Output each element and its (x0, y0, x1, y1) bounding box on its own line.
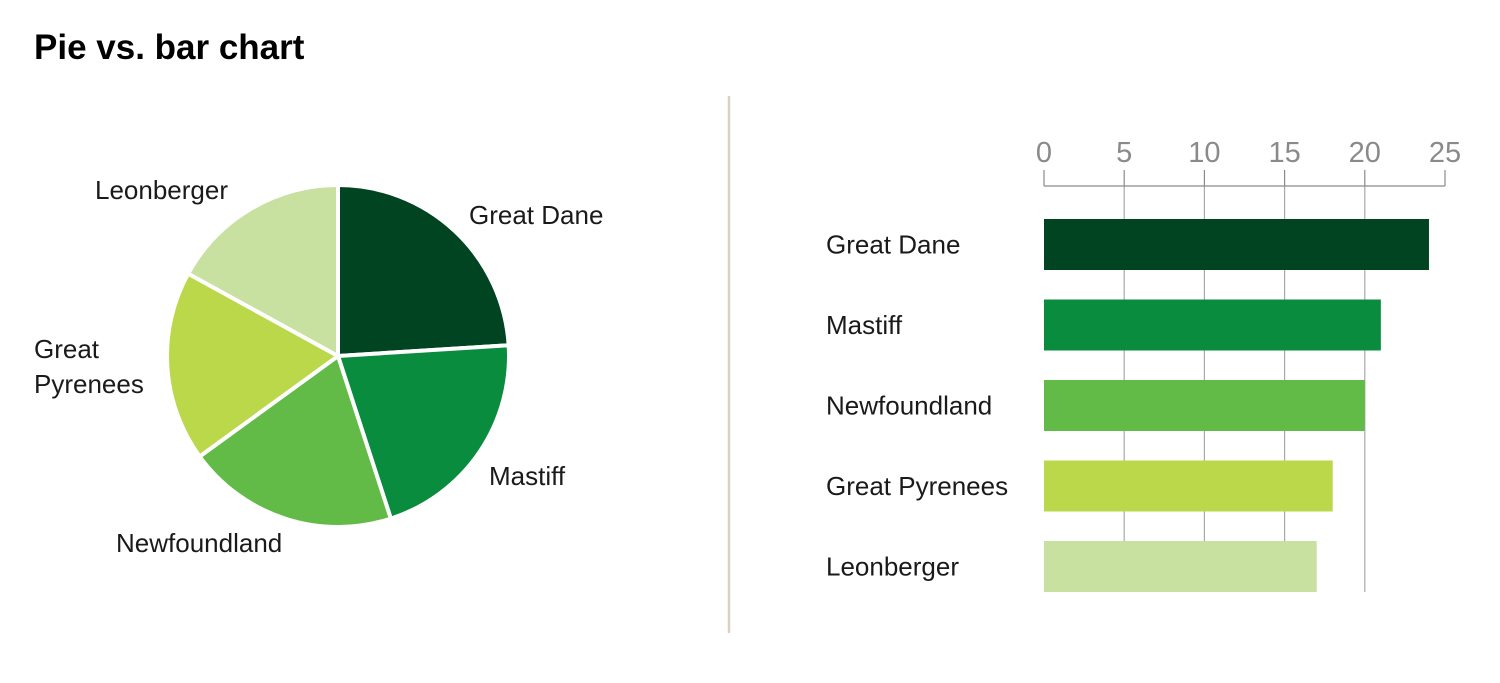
x-tick-label-20: 20 (1349, 137, 1381, 169)
pie-label-mastiff: Mastiff (489, 461, 566, 491)
x-tick-label-0: 0 (1036, 137, 1052, 169)
pie-label-great-dane: Great Dane (469, 200, 603, 230)
pie-chart: Great Dane Mastiff Newfoundland Great Pyrene… (34, 175, 603, 558)
page-title: Pie vs. bar chart (34, 28, 305, 67)
pie-slice-newfoundland (197, 354, 393, 529)
x-tick-label-25: 25 (1429, 137, 1461, 169)
bar-label-great-pyrenees: Great Pyrenees (826, 471, 1008, 501)
pie-label-great-pyrenees: Great Pyrenees (34, 334, 144, 399)
pie-slice-mastiff (336, 343, 511, 521)
bar-label-mastiff: Mastiff (826, 310, 903, 340)
bar-great-pyrenees (1044, 460, 1333, 512)
bar-mastiff (1044, 299, 1381, 351)
bar-great-dane (1044, 219, 1429, 270)
bar-chart: 0 5 10 15 20 25 Great Dane Mastiff Newfoundland… (826, 137, 1461, 592)
bar-x-axis: 0 5 10 15 20 25 (1036, 137, 1461, 187)
pie-label-newfoundland: Newfoundland (116, 528, 282, 558)
x-tick-label-10: 10 (1188, 137, 1220, 169)
pie-label-line: Pyrenees (34, 369, 144, 399)
x-tick-label-5: 5 (1116, 137, 1132, 169)
bar-newfoundland (1044, 380, 1365, 431)
bar-label-newfoundland: Newfoundland (826, 391, 992, 421)
x-tick-label-15: 15 (1268, 137, 1300, 169)
pie-label-line: Great (34, 334, 100, 364)
bar-label-leonberger: Leonberger (826, 552, 959, 582)
pie-slice-great-dane (336, 183, 511, 358)
pie-slice-leonberger (186, 183, 340, 358)
bar-series (1044, 219, 1429, 592)
pie-slice-great-pyrenees (165, 271, 340, 459)
bar-label-great-dane: Great Dane (826, 230, 960, 260)
pie-label-leonberger: Leonberger (95, 175, 228, 205)
bar-leonberger (1044, 541, 1317, 592)
bar-category-labels: Great Dane Mastiff Newfoundland Great Pyren… (826, 230, 1008, 582)
